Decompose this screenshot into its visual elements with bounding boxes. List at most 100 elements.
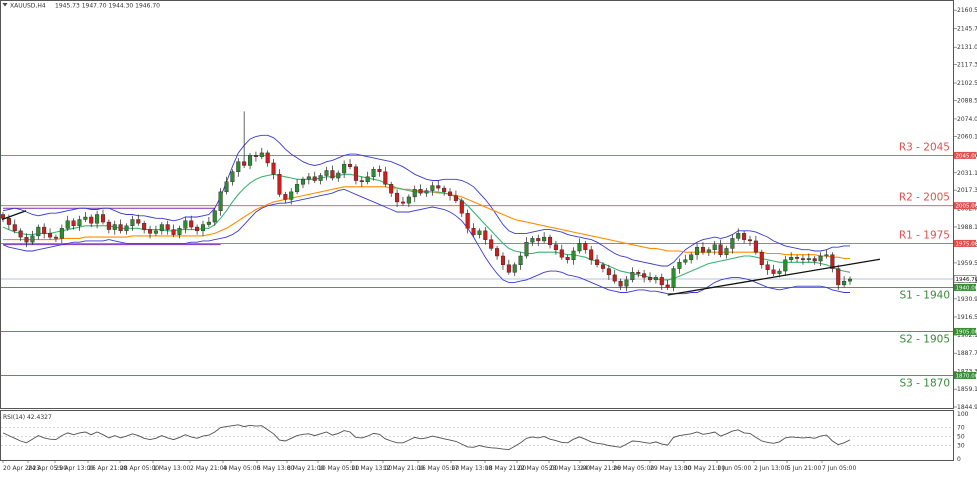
level-label-s2: S2 - 1905 xyxy=(899,333,950,345)
candle-body xyxy=(825,255,829,256)
candle-body xyxy=(7,218,11,224)
candle-body xyxy=(419,189,423,193)
rsi-panel-frame xyxy=(1,411,954,461)
level-label-s3: S3 - 1870 xyxy=(899,377,950,389)
candle-body xyxy=(778,271,782,274)
candle-body xyxy=(442,188,446,192)
candle-body xyxy=(713,245,717,250)
candle-body xyxy=(672,269,676,288)
candle-body xyxy=(136,220,140,224)
candle-body xyxy=(501,256,505,265)
candle-body xyxy=(160,225,164,231)
y-axis-tick-label: 2102.55 xyxy=(957,80,977,87)
y-axis-tick-label: 1916.50 xyxy=(957,314,977,321)
candle-body xyxy=(184,221,188,229)
candle-body xyxy=(789,257,793,260)
x-axis-tick-label: 26 May 05:00 xyxy=(613,465,654,472)
candle-body xyxy=(525,242,529,256)
candle-body xyxy=(560,250,564,258)
candle-body xyxy=(783,260,787,271)
level-label-r1: R1 - 1975 xyxy=(899,229,950,241)
candle-body xyxy=(219,192,223,211)
candle-body xyxy=(189,221,193,227)
candle-body xyxy=(101,214,105,222)
candle-body xyxy=(95,214,99,223)
level-label-s1: S1 - 1940 xyxy=(899,289,950,301)
price-tag-label: 1975.00 xyxy=(956,241,977,247)
y-axis-tick-label: 2145.75 xyxy=(957,26,977,33)
y-axis-tick-label: 1887.70 xyxy=(957,350,977,357)
candle-body xyxy=(54,237,58,238)
candle-body xyxy=(707,250,711,253)
candle-body xyxy=(513,265,517,273)
candle-body xyxy=(836,269,840,285)
candle-body xyxy=(354,167,358,181)
candle-body xyxy=(807,259,811,260)
candle-body xyxy=(372,169,376,177)
y-axis-tick-label: 1859.10 xyxy=(957,386,977,393)
candle-body xyxy=(772,270,776,274)
symbol-timeframe-label: XAUUSD,H4 xyxy=(10,3,46,10)
candle-body xyxy=(648,277,652,280)
candle-body xyxy=(348,164,352,167)
candle-body xyxy=(636,272,640,273)
candle-body xyxy=(736,233,740,238)
candle-body xyxy=(413,189,417,197)
x-axis-tick-label: 2 Jun 13:00 xyxy=(754,465,788,472)
candle-body xyxy=(666,285,670,288)
price-tag-label: 1940.00 xyxy=(956,285,977,291)
y-axis-tick-label: 2117.30 xyxy=(957,61,977,68)
x-axis-tick-label: 1 Jun 05:00 xyxy=(717,465,751,472)
rsi-axis-tick-label: 50 xyxy=(957,434,965,441)
candle-body xyxy=(72,221,76,226)
candle-body xyxy=(719,245,723,255)
y-axis-tick-label: 2088.50 xyxy=(957,98,977,105)
candle-body xyxy=(619,281,623,286)
candle-body xyxy=(225,182,229,192)
candle xyxy=(672,266,676,291)
y-axis-tick-label: 1988.10 xyxy=(957,224,977,231)
candle-body xyxy=(507,265,511,273)
candle-body xyxy=(578,243,582,251)
candle-body xyxy=(801,259,805,260)
candle-body xyxy=(754,241,758,252)
candle-body xyxy=(625,280,629,286)
candle-body xyxy=(613,275,617,281)
candle-body xyxy=(172,230,176,235)
candle-body xyxy=(25,237,29,242)
candle-body xyxy=(436,186,440,189)
candle-body xyxy=(166,225,170,230)
candle-body xyxy=(489,240,493,249)
candle-body xyxy=(478,231,482,235)
candle-body xyxy=(295,184,299,192)
candle-body xyxy=(689,255,693,260)
x-axis-tick-label: 2 May 21:00 xyxy=(190,465,228,472)
candle-body xyxy=(660,277,664,285)
candle-body xyxy=(401,202,405,203)
candle-body xyxy=(742,233,746,239)
candle-body xyxy=(48,233,52,237)
y-axis-tick-label: 1844.90 xyxy=(957,404,977,411)
candle-body xyxy=(454,196,458,201)
price-tag-label: 2045.00 xyxy=(956,153,977,159)
x-axis-tick-label: 1 May 13:00 xyxy=(153,465,191,472)
candle-body xyxy=(795,257,799,258)
candle-body xyxy=(554,245,558,250)
candle-body xyxy=(683,260,687,263)
candle-body xyxy=(595,260,599,265)
candle-body xyxy=(542,237,546,241)
candle-body xyxy=(548,237,552,245)
y-axis-tick-label: 2160.50 xyxy=(957,7,977,14)
y-axis-tick-label: 1930.90 xyxy=(957,296,977,303)
candle-body xyxy=(331,170,335,178)
candle-body xyxy=(766,265,770,270)
rsi-axis-tick-label: 100 xyxy=(957,411,969,418)
candle-body xyxy=(301,179,305,184)
candle-body xyxy=(448,192,452,196)
candle-body xyxy=(131,220,135,226)
candle-body xyxy=(313,177,317,181)
candle-body xyxy=(31,236,35,242)
candle-body xyxy=(642,274,646,278)
candle-body xyxy=(66,221,70,229)
